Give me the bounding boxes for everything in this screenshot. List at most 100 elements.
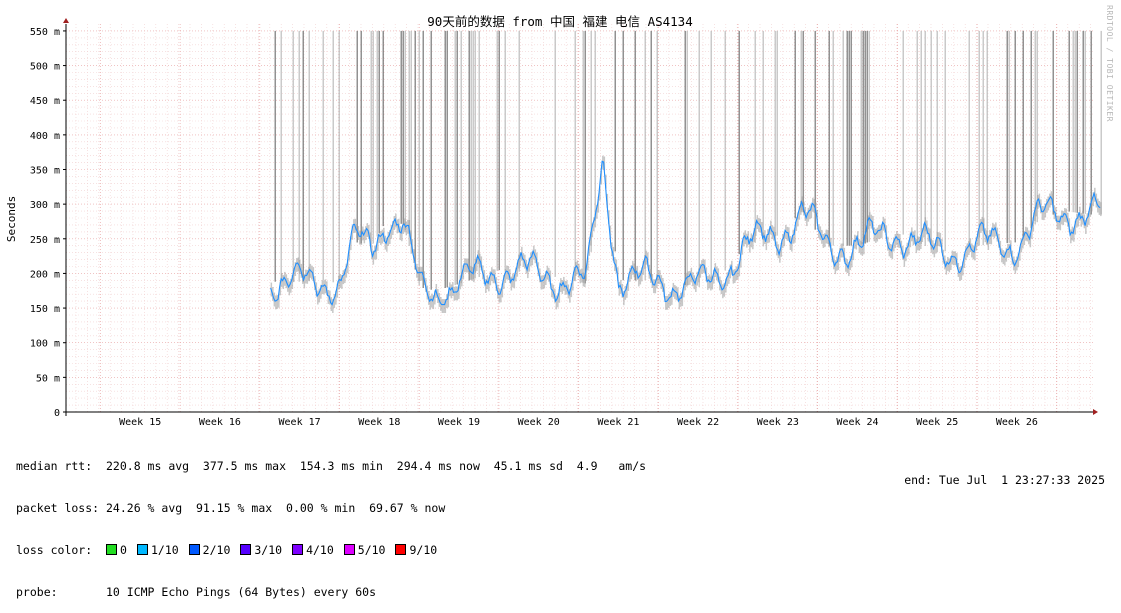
loss-bar: [814, 30, 816, 230]
smoke-slice: [860, 240, 862, 255]
smoke-slice: [848, 262, 850, 277]
smoke-slice: [1092, 192, 1095, 207]
smoke-slice: [453, 286, 456, 301]
smoke-slice: [1023, 231, 1026, 245]
smoke-slice: [305, 269, 307, 284]
smoke-slice: [663, 283, 666, 298]
loss-bar: [762, 30, 764, 241]
loss-bar: [686, 30, 688, 286]
smoke-slice: [573, 267, 576, 281]
grid: [66, 24, 1093, 412]
x-tick-label: Week 25: [916, 417, 958, 428]
smoke-slice: [1073, 227, 1075, 242]
smoke-slice: [485, 279, 487, 293]
smoke-slice: [492, 269, 495, 284]
smoke-slice: [909, 233, 912, 248]
smoke-slice: [945, 260, 948, 275]
smoke-slice: [963, 254, 966, 268]
loss-bar: [828, 30, 830, 246]
smoke-slice: [852, 246, 855, 261]
smoke-slice: [935, 239, 937, 254]
smoke-slice: [920, 235, 922, 249]
loss-color-swatch: [188, 544, 200, 555]
loss-bar: [800, 30, 802, 213]
smoke-slice: [1061, 210, 1063, 225]
y-tick-label: 0: [54, 408, 60, 419]
smoke-slice: [275, 295, 277, 310]
smoke-slice: [638, 272, 640, 287]
smoke-slice: [657, 270, 660, 284]
smoke-slice: [1029, 233, 1032, 248]
smoke-slice: [579, 269, 582, 284]
smoke-slice: [527, 264, 529, 279]
smoke-slice: [755, 222, 757, 236]
smoke-slice: [444, 299, 447, 313]
x-tick-label: Week 21: [597, 417, 639, 428]
smoke-slice: [951, 250, 954, 265]
smoke-slice: [569, 288, 571, 303]
smoke-slice: [476, 257, 478, 272]
smoke-slice: [597, 198, 600, 213]
smoke-slice: [1085, 220, 1087, 234]
end-timestamp: end: Tue Jul 1 23:27:33 2025: [904, 473, 1105, 487]
loss-bar: [848, 30, 850, 246]
loss-bar: [378, 30, 380, 234]
smoke-slice: [738, 262, 741, 277]
smoke-slice: [336, 283, 339, 298]
smoke-slice: [510, 276, 513, 291]
loss-color-swatch: [292, 544, 304, 555]
smoke-slice: [713, 269, 715, 284]
smoke-slice: [1047, 196, 1050, 211]
x-tick-label: Week 23: [757, 417, 799, 428]
smoke-slice: [473, 268, 475, 283]
smoke-slice: [806, 212, 808, 227]
smoke-slice: [854, 234, 856, 249]
smoke-slice: [456, 286, 459, 301]
smoke-slice: [728, 269, 730, 284]
loss-bar: [650, 30, 652, 281]
smoke-slice: [350, 236, 352, 251]
smoke-slice: [306, 269, 309, 284]
smoke-slice: [740, 253, 742, 268]
loss-bar: [554, 30, 556, 277]
smoke-slice: [590, 231, 592, 246]
smoke-slice: [978, 223, 981, 238]
loss-bar: [444, 30, 446, 289]
loss-bar: [794, 30, 796, 219]
smoke-slice: [294, 262, 297, 276]
loss-bar: [594, 30, 596, 221]
median-rtt-line: [270, 160, 1101, 306]
loss-bar: [1084, 30, 1086, 214]
smoke-slice: [389, 230, 391, 244]
smoke-slice: [639, 270, 642, 285]
stats-block: median rtt: 220.8 ms avg 377.5 ms max 15…: [16, 431, 646, 613]
smoke-slice: [296, 258, 298, 272]
rrdtool-watermark: RRDTOOL / TOBI OETIKER: [1105, 5, 1114, 122]
loss-bar: [1052, 30, 1054, 215]
smoke-slice: [689, 270, 691, 285]
smoke-slice: [626, 283, 628, 298]
smoke-slice: [782, 234, 784, 249]
loss-bar: [460, 30, 462, 284]
loss-bar: [862, 30, 864, 244]
smoke-slice: [953, 251, 955, 266]
smoke-slice: [320, 284, 322, 299]
smoke-slice: [977, 232, 979, 246]
loss-color-item: 0: [106, 543, 127, 557]
smoke-slice: [278, 293, 280, 308]
smoke-slice: [767, 229, 769, 244]
loss-bar: [308, 30, 310, 282]
smoke-slice: [1043, 206, 1045, 221]
smoke-slice: [668, 294, 670, 308]
smoke-slice: [374, 245, 376, 260]
smoke-slice: [1064, 208, 1066, 222]
smoke-slice: [810, 204, 813, 219]
loss-bar: [868, 30, 870, 242]
smoke-slice: [1014, 259, 1017, 274]
smoke-slice: [737, 265, 739, 280]
smoke-slice: [570, 283, 573, 298]
loss-bar: [574, 30, 576, 282]
x-tick-label: Week 18: [358, 417, 400, 428]
smoke-slice: [543, 274, 546, 289]
smoke-slice: [822, 234, 825, 248]
